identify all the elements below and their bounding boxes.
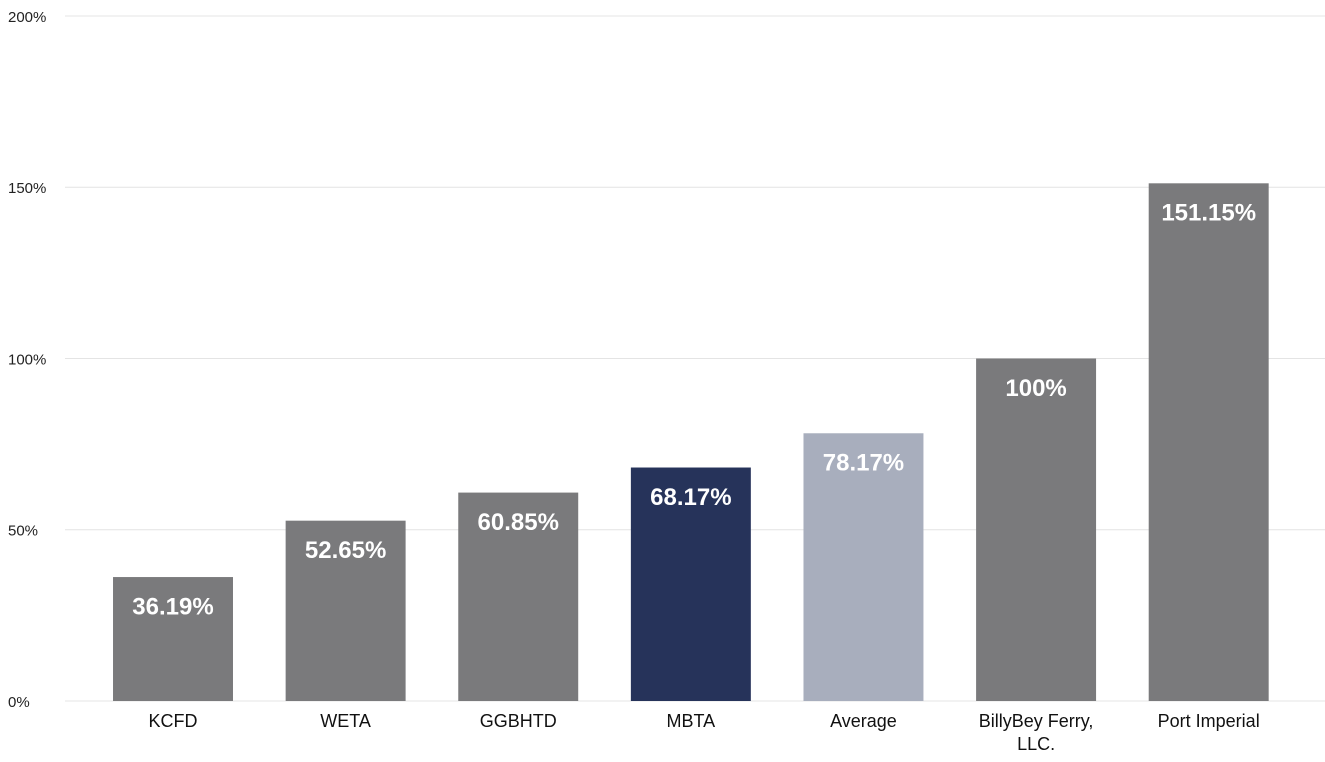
y-tick-label: 0% — [8, 694, 30, 711]
bar — [113, 577, 233, 701]
y-tick-label: 200% — [8, 9, 46, 26]
bar — [458, 492, 579, 701]
y-tick-label: 150% — [8, 180, 46, 197]
data-label: 60.85% — [478, 509, 559, 536]
data-label: 151.15% — [1161, 200, 1256, 227]
bar — [630, 467, 751, 701]
x-tick-label: Port Imperial — [1157, 711, 1260, 731]
bar — [285, 520, 406, 701]
x-tick-label: KCFD — [148, 711, 198, 731]
bar — [803, 433, 924, 701]
data-label: 52.65% — [305, 537, 386, 564]
bar — [1148, 183, 1269, 701]
x-tick-label: GGBHTD — [479, 711, 557, 731]
data-label: 78.17% — [823, 450, 904, 477]
data-label: 36.19% — [132, 593, 213, 620]
y-tick-label: 50% — [8, 523, 38, 540]
bar — [976, 358, 1097, 701]
data-label: 100% — [1005, 375, 1066, 402]
data-label: 68.17% — [650, 484, 731, 511]
x-tick-label: MBTA — [666, 711, 716, 731]
y-tick-label: 100% — [8, 351, 46, 368]
x-tick-label: WETA — [320, 711, 371, 731]
x-tick-label: BillyBey Ferry, LLC. — [978, 711, 1094, 754]
x-tick-label: Average — [830, 711, 897, 731]
